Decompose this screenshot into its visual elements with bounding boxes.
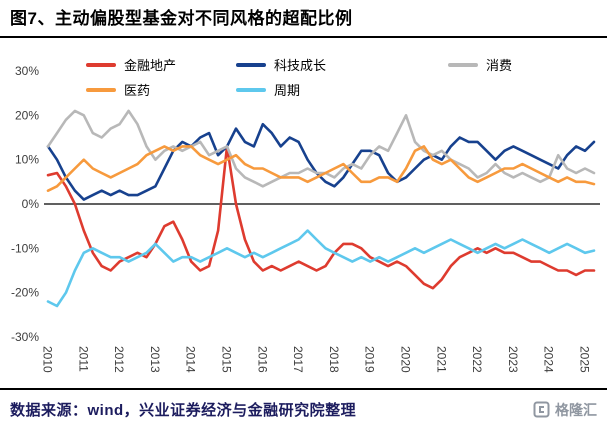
legend-item-1: 金融地产: [86, 55, 236, 74]
x-tick-label: 2012: [112, 346, 126, 373]
legend-marker: [86, 62, 116, 67]
y-tick-label: -20%: [11, 286, 39, 300]
legend-item-3: 消费: [448, 55, 512, 74]
data-source: 数据来源：wind，兴业证券经济与金融研究院整理: [10, 402, 357, 419]
series-line-4: [46, 145, 596, 192]
series-line-2: [46, 122, 596, 201]
series-line-1: [46, 145, 596, 290]
legend-marker: [448, 62, 478, 67]
gelonghui-logo-text: 格隆汇: [555, 401, 597, 418]
x-tick-label: 2022: [470, 346, 484, 373]
x-tick-label: 2025: [578, 346, 592, 373]
x-tick-label: 2011: [76, 346, 90, 372]
x-tick-label: 2014: [184, 346, 198, 373]
legend-label: 周期: [274, 83, 301, 98]
y-tick-label: -10%: [11, 241, 39, 255]
legend-label: 科技成长: [274, 58, 327, 73]
y-tick-label: 10%: [15, 153, 39, 167]
x-tick-label: 2015: [220, 346, 234, 373]
gelonghui-logo-icon: [533, 401, 550, 418]
figure-title: 图7、主动偏股型基金对不同风格的超配比例: [10, 9, 353, 28]
figure-footer: 数据来源：wind，兴业证券经济与金融研究院整理 格隆汇: [0, 388, 607, 420]
series-line-3: [46, 109, 596, 188]
x-tick-label: 2020: [399, 346, 413, 373]
line-chart: 30% 20% 10% 0% -10% -20% -30%2010 2011 2012 2013 2…: [11, 64, 600, 373]
series-line-5: [46, 229, 596, 308]
x-tick-label: 2019: [363, 346, 377, 373]
legend-item-5: 周期: [236, 80, 448, 99]
y-tick-label: 20%: [15, 108, 39, 122]
y-tick-label: 30%: [15, 64, 39, 78]
legend-label: 消费: [486, 58, 513, 73]
chart-area: 金融地产 科技成长 消费 医药 周期 30% 20% 10% 0% -10% -20% -30% 20…: [0, 41, 607, 386]
legend-marker: [86, 87, 116, 92]
chart-legend: 金融地产 科技成长 消费医药 周期: [86, 55, 512, 99]
x-tick-label: 2013: [148, 346, 162, 373]
legend-item-2: 科技成长: [236, 55, 448, 74]
x-tick-label: 2023: [506, 346, 520, 373]
figure-title-bar: 图7、主动偏股型基金对不同风格的超配比例: [0, 0, 607, 38]
x-tick-label: 2010: [41, 346, 55, 373]
x-tick-label: 2024: [542, 346, 556, 373]
gelonghui-logo: 格隆汇: [533, 400, 597, 420]
x-tick-label: 2016: [255, 346, 269, 373]
legend-marker: [236, 62, 266, 67]
y-tick-label: 0%: [22, 197, 40, 211]
x-tick-label: 2021: [434, 346, 448, 373]
x-tick-label: 2018: [327, 346, 341, 373]
legend-label: 金融地产: [124, 58, 177, 73]
legend-label: 医药: [124, 83, 151, 98]
x-tick-label: 2017: [291, 346, 305, 373]
y-tick-label: -30%: [11, 330, 39, 344]
legend-marker: [236, 87, 266, 92]
legend-item-4: 医药: [86, 80, 236, 99]
